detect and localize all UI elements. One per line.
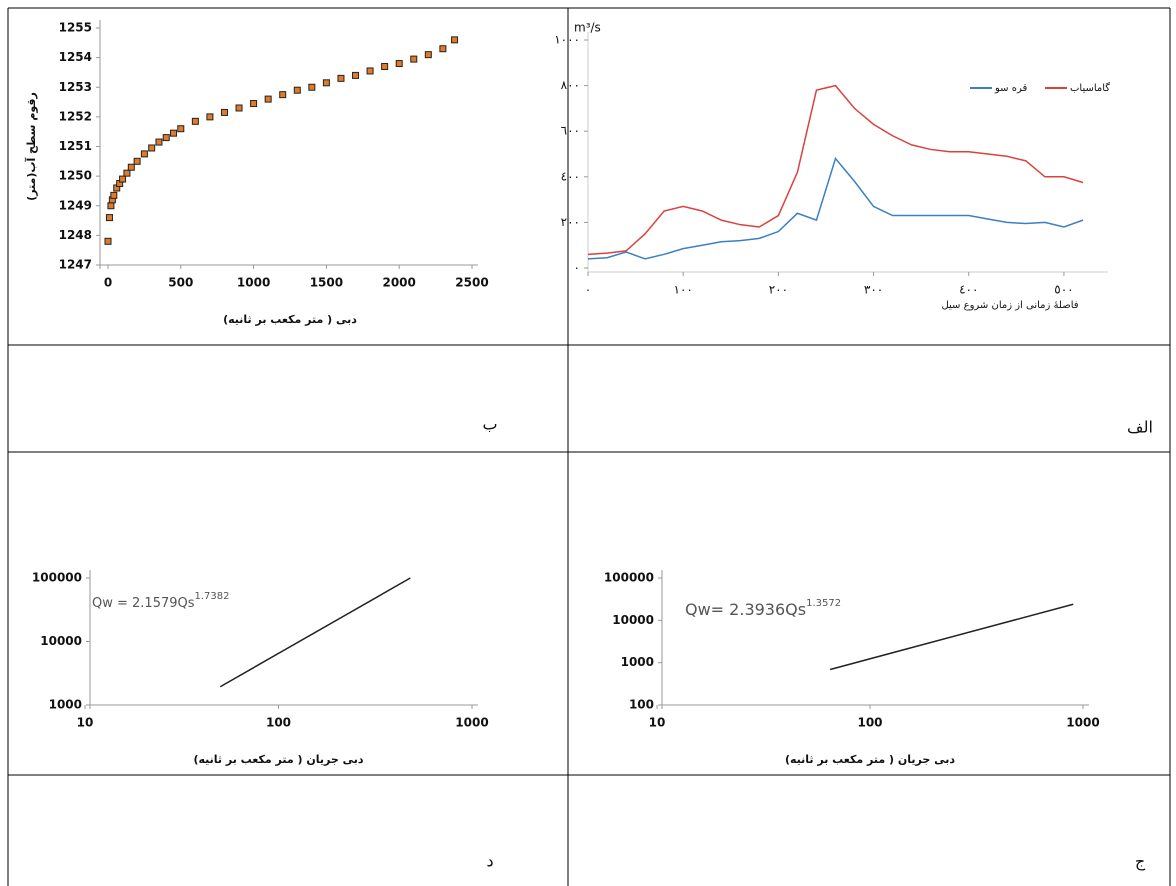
caption: ب — [482, 415, 497, 434]
point — [104, 237, 112, 245]
x-tick-label: 100 — [266, 716, 291, 730]
y-tick-label: 100 — [629, 698, 654, 712]
x-tick-label: ١٠٠ — [674, 283, 693, 297]
point — [110, 191, 118, 199]
y-tick-label: 1252 — [59, 109, 92, 123]
x-tick-label: 1000 — [237, 276, 270, 290]
point — [322, 79, 330, 87]
point — [155, 138, 163, 146]
point — [127, 163, 135, 171]
equation-base: Qw = 2.1579Qs — [92, 596, 195, 611]
x-tick-label: 2500 — [455, 276, 488, 290]
point — [177, 125, 185, 133]
equation: Qw = 2.1579Qs1.7382 — [92, 591, 230, 611]
x-axis-label: دبی جریان ( متر مکعب بر ثانیه) — [193, 753, 363, 766]
unit-label: m³/s — [574, 21, 601, 35]
point — [366, 67, 374, 75]
y-tick-label: 1248 — [59, 228, 92, 242]
y-tick-label: ٦٠٠ — [561, 124, 580, 138]
caption: ج — [1135, 852, 1146, 872]
x-tick-label: ٢٠٠ — [769, 283, 788, 297]
y-tick-label: 1251 — [59, 139, 92, 153]
point — [170, 129, 178, 137]
point — [105, 214, 113, 222]
x-tick-label: 2000 — [382, 276, 415, 290]
point — [140, 150, 148, 158]
point — [439, 45, 447, 53]
point — [235, 104, 243, 112]
y-tick-label: 100000 — [604, 571, 654, 585]
point — [220, 108, 228, 116]
x-tick-label: 1000 — [455, 716, 488, 730]
point — [119, 175, 127, 183]
y-axis-label: رقوم سطح آب(متر) — [24, 92, 38, 201]
x-tick-label: 10 — [649, 716, 666, 730]
point — [424, 51, 432, 59]
x-tick-label: 1500 — [310, 276, 343, 290]
y-tick-label: ١٠٠٠ — [554, 33, 580, 47]
caption: الف — [1127, 418, 1153, 437]
point — [337, 74, 345, 82]
x-tick-label: ٤٠٠ — [959, 283, 978, 297]
table-borders — [7, 7, 1171, 886]
point — [250, 100, 258, 108]
point — [133, 157, 141, 165]
point — [293, 86, 301, 94]
y-tick-label: ٤٠٠ — [561, 169, 580, 183]
legend-label: قره سو — [994, 83, 1027, 94]
x-tick-label: ٥٠٠ — [1054, 283, 1073, 297]
point — [451, 36, 459, 44]
y-tick-label: 10000 — [40, 634, 82, 648]
x-tick-label: 500 — [168, 276, 193, 290]
equation-exponent: 1.3572 — [806, 598, 841, 609]
x-axis-label: دبی جریان ( متر مکعب بر ثانیه) — [785, 753, 955, 766]
point — [206, 113, 214, 121]
point — [410, 55, 418, 63]
y-tick-label: 1253 — [59, 80, 92, 94]
x-tick-label: ٠ — [585, 283, 591, 297]
y-tick-label: 1255 — [59, 21, 92, 35]
equation-base: Qw= 2.3936Qs — [685, 600, 806, 619]
y-tick-label: 100000 — [32, 571, 82, 585]
point — [352, 71, 360, 79]
y-tick-label: 1254 — [59, 50, 92, 64]
point — [191, 117, 199, 125]
equation: Qw= 2.3936Qs1.3572 — [685, 598, 841, 619]
series-line — [587, 84, 1084, 256]
point — [123, 169, 131, 177]
point — [279, 91, 287, 99]
point — [308, 83, 316, 91]
legend-label: گاماسیاب — [1070, 82, 1110, 94]
point — [162, 134, 170, 142]
x-axis-label: دبی ( متر مکعب بر ثانیه) — [223, 313, 357, 326]
point — [107, 202, 115, 210]
series-line — [829, 603, 1074, 671]
y-tick-label: 10000 — [612, 613, 654, 627]
x-tick-label: 100 — [857, 716, 882, 730]
x-tick-label: 10 — [77, 716, 94, 730]
y-tick-label: ٨٠٠ — [561, 78, 580, 92]
series-line — [219, 577, 411, 688]
point — [264, 95, 272, 103]
x-tick-label: ٣٠٠ — [864, 283, 883, 297]
y-tick-label: 1000 — [621, 655, 654, 669]
y-tick-label: 1250 — [59, 169, 92, 183]
point — [395, 60, 403, 68]
caption: د — [486, 852, 493, 871]
y-tick-label: 1000 — [49, 698, 82, 712]
series-line — [587, 157, 1084, 260]
y-tick-label: 1247 — [59, 258, 92, 272]
x-axis-label: فاصلهٔ زمانی از زمان شروع سیل — [941, 300, 1078, 311]
y-tick-label: 1249 — [59, 198, 92, 212]
y-tick-label: ٠ — [574, 261, 580, 275]
point — [381, 63, 389, 71]
y-tick-label: ٢٠٠ — [561, 215, 580, 229]
equation-exponent: 1.7382 — [195, 591, 230, 602]
x-tick-label: 0 — [104, 276, 112, 290]
x-tick-label: 1000 — [1066, 716, 1099, 730]
point — [148, 144, 156, 152]
